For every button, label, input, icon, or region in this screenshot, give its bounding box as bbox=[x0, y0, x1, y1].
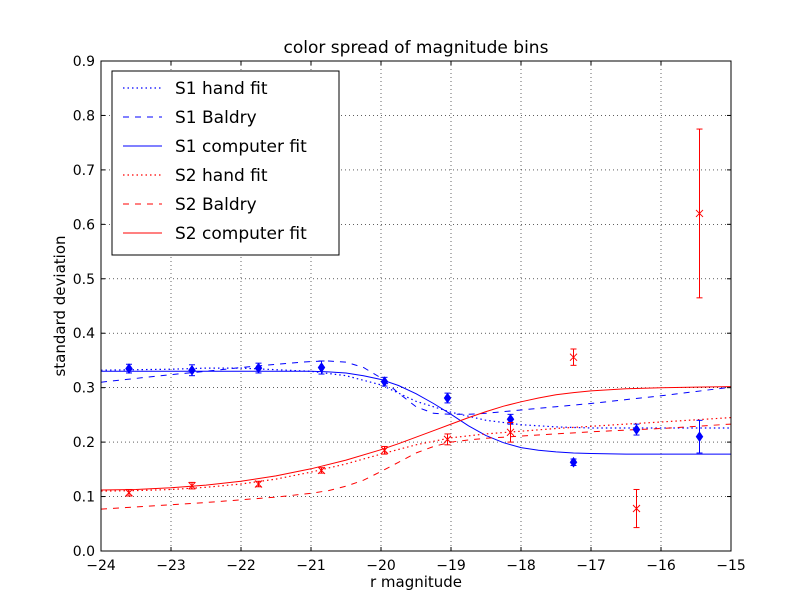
s1-data-point bbox=[443, 392, 452, 404]
series-line-s1-computer-fit bbox=[101, 370, 731, 455]
axis-ticks: −24 −23 −22 −21 −20 −19 −18 −17 −16 −15 0.0 0.1 0.2 0… bbox=[73, 54, 746, 574]
legend-label-s1-hand-fit: S1 hand fit bbox=[175, 79, 268, 99]
y-tick-label: 0.7 bbox=[73, 163, 95, 179]
x-tick-label: −15 bbox=[716, 558, 746, 574]
legend-label-s1-computer-fit: S1 computer fit bbox=[175, 137, 307, 157]
plot-frame bbox=[100, 60, 732, 552]
y-tick-label: 0.2 bbox=[73, 435, 95, 451]
legend-label-s2-baldry: S2 Baldry bbox=[175, 195, 257, 215]
series-line-s1-baldry bbox=[101, 360, 731, 415]
series-line-s2-hand-fit bbox=[101, 417, 731, 492]
s2-data-point bbox=[569, 353, 578, 362]
s1-data-point bbox=[695, 431, 704, 443]
legend-label-s1-baldry: S1 Baldry bbox=[175, 108, 257, 128]
s1-data-point bbox=[569, 456, 578, 468]
x-tick-label: −24 bbox=[86, 558, 116, 574]
grid bbox=[101, 61, 731, 551]
s1-data-point bbox=[632, 424, 641, 436]
s2-data-point bbox=[506, 428, 515, 437]
s2-data-point bbox=[317, 466, 326, 475]
s1-data-point bbox=[317, 362, 326, 373]
legend-label-s2-hand-fit: S2 hand fit bbox=[175, 166, 268, 186]
s1-data-point bbox=[188, 364, 196, 376]
x-tick-label: −19 bbox=[436, 558, 466, 574]
series-line-s1-hand-fit bbox=[101, 367, 731, 429]
x-tick-label: −18 bbox=[506, 558, 536, 574]
fit-curves bbox=[101, 360, 731, 510]
x-tick-label: −16 bbox=[646, 558, 676, 574]
y-tick-label: 0.3 bbox=[73, 381, 95, 397]
y-tick-label: 0.0 bbox=[73, 544, 95, 560]
y-tick-label: 0.5 bbox=[73, 272, 95, 288]
s2-data-point bbox=[188, 481, 196, 490]
x-tick-label: −20 bbox=[366, 558, 396, 574]
x-tick-label: −23 bbox=[156, 558, 186, 574]
s2-data-point bbox=[125, 488, 133, 497]
y-axis-label: standard deviation bbox=[51, 235, 69, 376]
s2-data-point bbox=[695, 209, 704, 218]
series-line-s2-baldry bbox=[101, 423, 731, 510]
x-tick-label: −21 bbox=[296, 558, 326, 574]
s2-data-point bbox=[254, 480, 263, 488]
s1-data-point bbox=[254, 362, 263, 374]
legend-label-s2-computer-fit: S2 computer fit bbox=[175, 224, 307, 244]
y-tick-label: 0.6 bbox=[73, 217, 95, 233]
x-tick-label: −22 bbox=[226, 558, 256, 574]
chart-title: color spread of magnitude bins bbox=[284, 38, 549, 58]
series-line-s2-computer-fit bbox=[101, 386, 731, 491]
y-tick-label: 0.1 bbox=[73, 490, 95, 506]
y-tick-label: 0.4 bbox=[73, 326, 95, 342]
s2-data-point bbox=[380, 446, 389, 455]
s2-data-point bbox=[632, 504, 641, 513]
y-tick-label: 0.8 bbox=[73, 108, 95, 124]
x-tick-label: −17 bbox=[576, 558, 606, 574]
y-tick-label: 0.9 bbox=[73, 54, 95, 70]
legend-box bbox=[111, 70, 340, 256]
legend: S1 hand fit S1 Baldry S1 computer fit S2 ha… bbox=[111, 70, 340, 256]
s1-data-point bbox=[125, 363, 133, 375]
s1-data-point bbox=[380, 376, 389, 388]
data-points bbox=[125, 128, 704, 529]
x-axis-label: r magnitude bbox=[370, 573, 462, 591]
s2-data-point bbox=[443, 435, 452, 444]
